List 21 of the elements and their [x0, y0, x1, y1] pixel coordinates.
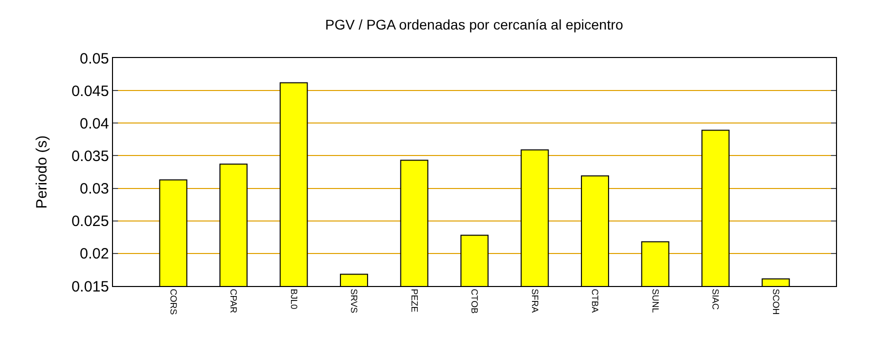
y-tick-label: 0.05 [80, 50, 109, 68]
y-tick-label: 0.045 [71, 82, 109, 100]
y-tick-label: 0.015 [71, 278, 109, 296]
y-tick-label: 0.02 [80, 246, 109, 263]
y-tick-label: 0.04 [80, 115, 109, 132]
x-tick-label: BJL0 [288, 288, 299, 310]
x-tick-label: SCOH [770, 288, 781, 315]
x-tick-label: SUNL [650, 288, 660, 313]
x-tick-label: CTOB [470, 288, 480, 314]
chart-title: PGV / PGA ordenadas por cercanía al epicentro [325, 16, 624, 32]
x-tick-label: CORS [168, 288, 178, 315]
x-tick-label: CTBA [590, 288, 600, 313]
x-tick-label: CPAR [228, 288, 239, 314]
x-tick-label: SFRA [530, 288, 540, 313]
y-tick-label: 0.025 [71, 213, 109, 230]
x-tick-label: PEZE [409, 288, 420, 312]
y-axis-title: Periodo (s) [34, 135, 51, 209]
y-tick-label: 0.03 [80, 180, 109, 198]
x-tick-label: SIAC [710, 288, 721, 310]
y-tick-label: 0.035 [71, 148, 109, 165]
x-tick-label: SRVS [349, 288, 360, 314]
